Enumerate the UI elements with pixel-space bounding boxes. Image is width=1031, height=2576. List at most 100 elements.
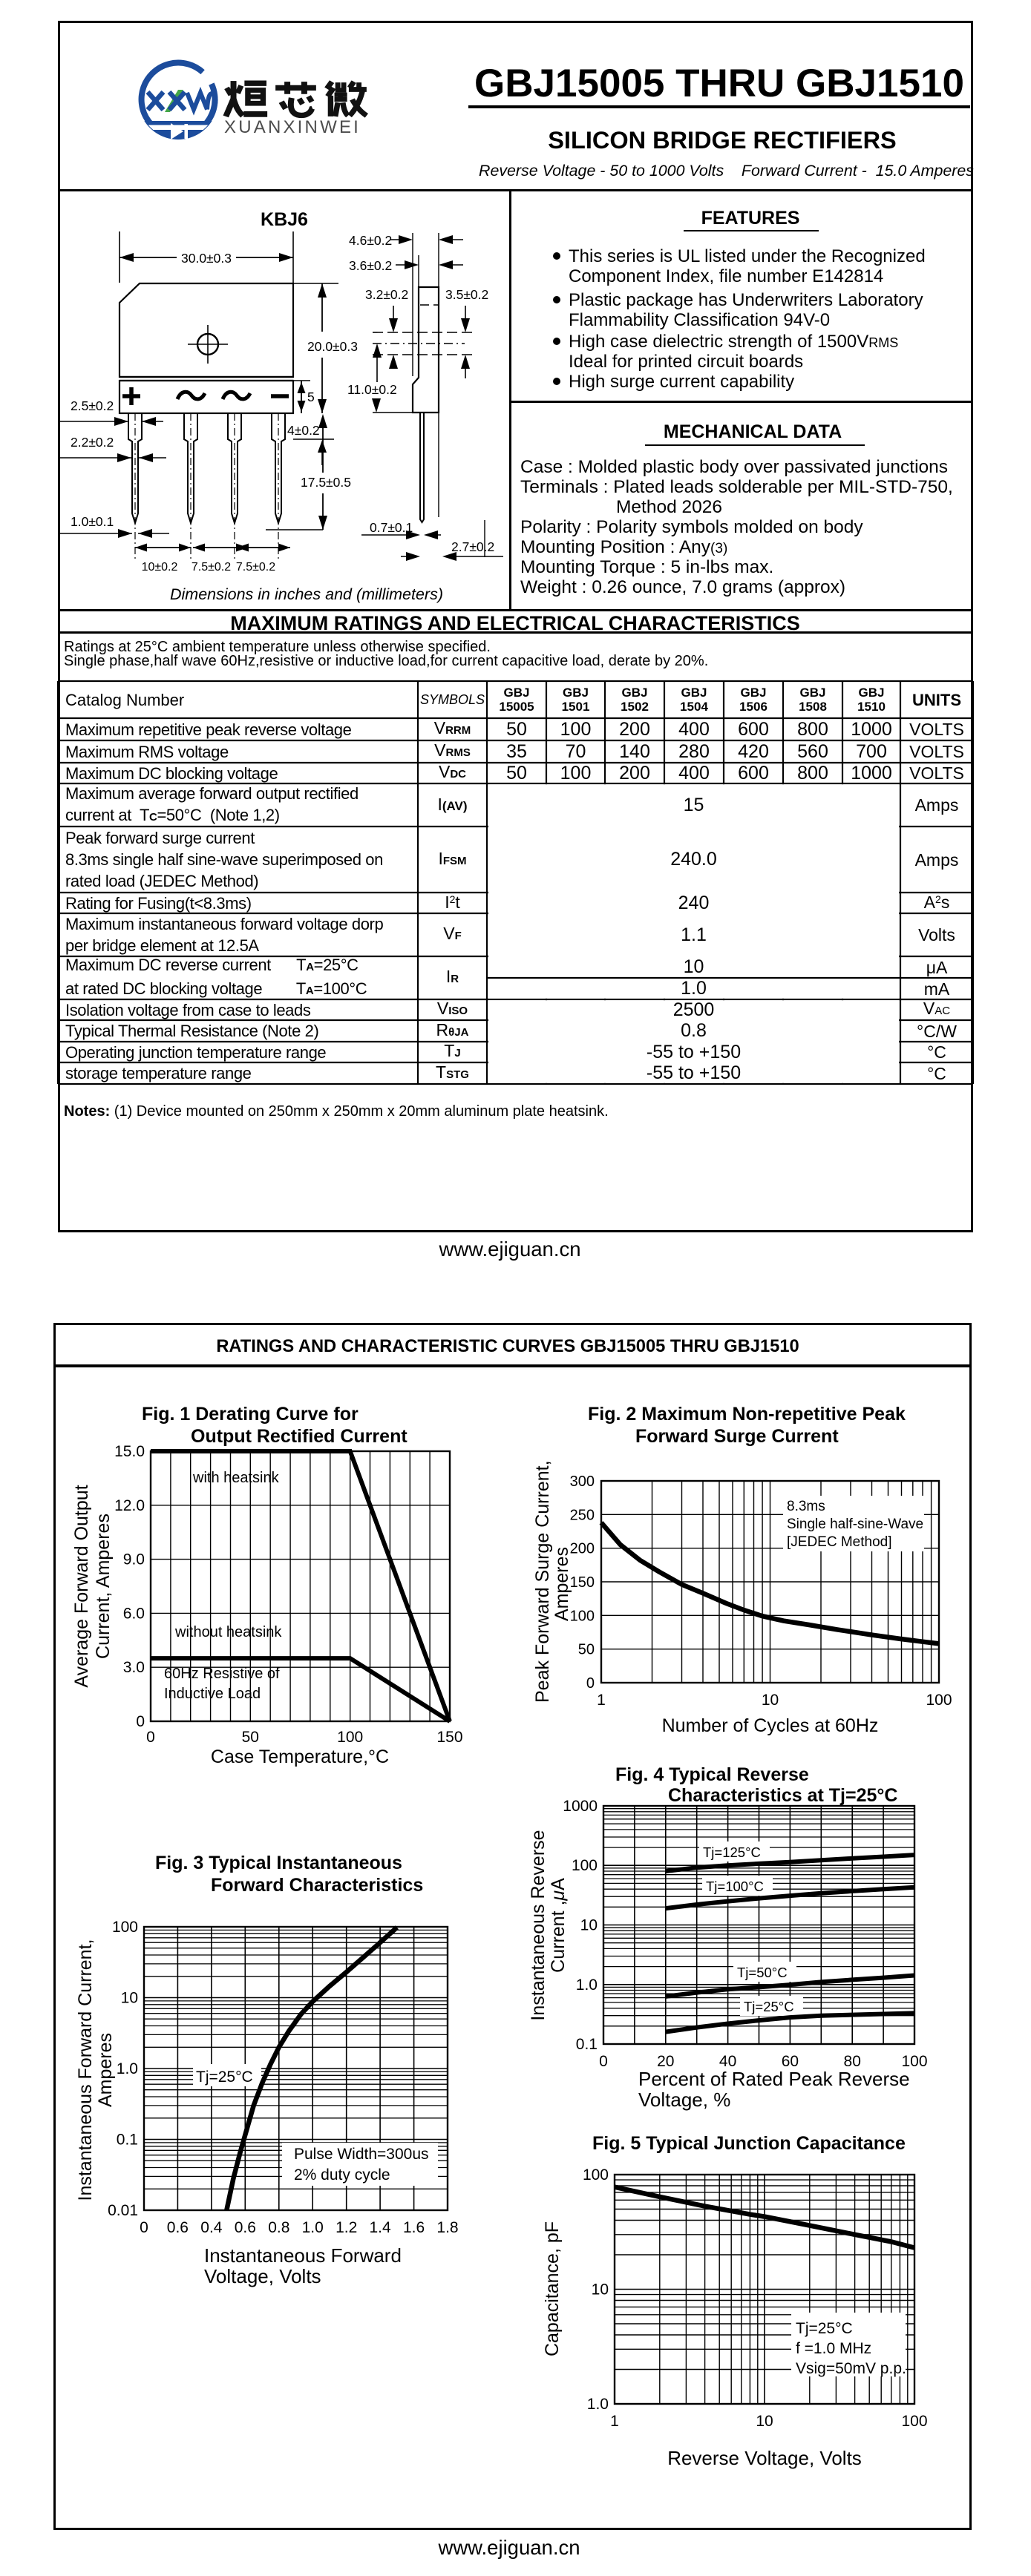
svg-text:20.0±0.3: 20.0±0.3 bbox=[307, 339, 358, 354]
svg-text:Forward Characteristics: Forward Characteristics bbox=[211, 1875, 423, 1896]
svg-text:20: 20 bbox=[657, 2053, 674, 2070]
svg-text:1.0: 1.0 bbox=[587, 2396, 609, 2413]
svg-text:Tj=25°C: Tj=25°C bbox=[796, 2320, 853, 2337]
svg-text:0.4: 0.4 bbox=[200, 2219, 223, 2236]
svg-text:Case Temperature,°C: Case Temperature,°C bbox=[211, 1747, 389, 1767]
svg-text:0.1: 0.1 bbox=[576, 2036, 598, 2053]
svg-text:1000: 1000 bbox=[563, 1798, 598, 1815]
svg-text:100: 100 bbox=[926, 1692, 952, 1709]
svg-text:[JEDEC Method]: [JEDEC Method] bbox=[787, 1534, 892, 1550]
svg-text:100: 100 bbox=[572, 1857, 598, 1874]
svg-text:1: 1 bbox=[610, 2413, 619, 2430]
svg-text:10: 10 bbox=[580, 1917, 598, 1934]
svg-text:50: 50 bbox=[242, 1729, 259, 1746]
svg-text:Tj=50°C: Tj=50°C bbox=[737, 1965, 788, 1980]
svg-text:80: 80 bbox=[844, 2053, 861, 2070]
svg-text:Dimensions in inches and (mill: Dimensions in inches and (millimeters) bbox=[170, 585, 443, 603]
svg-text:Number of Cycles at 60Hz: Number of Cycles at 60Hz bbox=[662, 1715, 879, 1736]
svg-text:Output Rectified Current: Output Rectified Current bbox=[191, 1426, 408, 1447]
svg-text:0.8: 0.8 bbox=[268, 2219, 289, 2236]
svg-text:0.7±0.1: 0.7±0.1 bbox=[370, 520, 413, 535]
svg-text:17.5±0.5: 17.5±0.5 bbox=[301, 475, 351, 490]
svg-text:Fig. 5 Typical Junction Capaci: Fig. 5 Typical Junction Capacitance bbox=[592, 2133, 906, 2154]
svg-text:4.6±0.2: 4.6±0.2 bbox=[349, 233, 392, 248]
svg-text:300: 300 bbox=[570, 1473, 595, 1490]
svg-text:1: 1 bbox=[597, 1692, 606, 1709]
svg-text:without heatsink: without heatsink bbox=[174, 1624, 282, 1640]
svg-text:100: 100 bbox=[583, 2166, 609, 2184]
svg-text:1.0: 1.0 bbox=[302, 2219, 324, 2236]
svg-text:Characteristics at Tj=25°C: Characteristics at Tj=25°C bbox=[668, 1785, 897, 1806]
svg-text:1.6: 1.6 bbox=[403, 2219, 425, 2236]
svg-text:Instantaneous Forward: Instantaneous Forward bbox=[204, 2244, 402, 2267]
svg-text:Forward Surge Current: Forward Surge Current bbox=[635, 1426, 839, 1447]
svg-text:100: 100 bbox=[901, 2413, 927, 2430]
svg-text:Voltage, Volts: Voltage, Volts bbox=[204, 2265, 321, 2287]
svg-text:7.5±0.2: 7.5±0.2 bbox=[192, 561, 231, 574]
svg-text:Percent of Rated Peak Reverse: Percent of Rated Peak Reverse bbox=[638, 2068, 910, 2090]
svg-text:100: 100 bbox=[901, 2053, 927, 2070]
svg-text:100: 100 bbox=[112, 1919, 138, 1936]
svg-text:Single half-sine-Wave: Single half-sine-Wave bbox=[787, 1517, 923, 1532]
svg-text:Voltage, %: Voltage, % bbox=[638, 2089, 730, 2111]
svg-text:Tj=100°C: Tj=100°C bbox=[706, 1879, 764, 1894]
svg-text:0: 0 bbox=[146, 1729, 155, 1746]
svg-text:200: 200 bbox=[570, 1541, 595, 1557]
svg-text:100: 100 bbox=[570, 1608, 595, 1624]
svg-text:15.0: 15.0 bbox=[114, 1443, 145, 1460]
svg-text:f =1.0 MHz: f =1.0 MHz bbox=[796, 2340, 871, 2357]
svg-text:2.5±0.2: 2.5±0.2 bbox=[71, 398, 114, 413]
svg-text:3.5±0.2: 3.5±0.2 bbox=[445, 287, 488, 302]
svg-text:Tj=25°C: Tj=25°C bbox=[744, 1999, 794, 2014]
svg-text:60Hz Resistive of: 60Hz Resistive of bbox=[164, 1666, 280, 1682]
svg-text:Tj=125°C: Tj=125°C bbox=[703, 1844, 761, 1860]
svg-text:1.2: 1.2 bbox=[336, 2219, 357, 2236]
svg-text:250: 250 bbox=[570, 1507, 595, 1523]
svg-text:150: 150 bbox=[570, 1574, 595, 1591]
svg-text:40: 40 bbox=[719, 2053, 736, 2070]
svg-text:12.0: 12.0 bbox=[114, 1497, 145, 1514]
svg-text:5: 5 bbox=[307, 390, 315, 404]
svg-text:60: 60 bbox=[782, 2053, 799, 2070]
svg-text:Fig. 1 Derating Curve for: Fig. 1 Derating Curve for bbox=[142, 1404, 359, 1425]
svg-text:0: 0 bbox=[136, 1713, 145, 1730]
svg-text:10: 10 bbox=[762, 1692, 779, 1709]
svg-text:11.0±0.2: 11.0±0.2 bbox=[347, 382, 397, 397]
svg-text:100: 100 bbox=[337, 1729, 363, 1746]
svg-text:0: 0 bbox=[140, 2219, 148, 2236]
svg-text:50: 50 bbox=[578, 1642, 595, 1658]
svg-text:3.6±0.2: 3.6±0.2 bbox=[349, 258, 392, 273]
svg-text:Fig. 2 Maximum Non-repetitive: Fig. 2 Maximum Non-repetitive Peak bbox=[588, 1404, 906, 1425]
svg-text:Pulse Width=300us: Pulse Width=300us bbox=[294, 2146, 429, 2163]
svg-text:Reverse Voltage, Volts: Reverse Voltage, Volts bbox=[667, 2447, 862, 2469]
svg-text:10: 10 bbox=[121, 1990, 138, 2007]
svg-text:Vsig=50mV p.p.: Vsig=50mV p.p. bbox=[796, 2360, 906, 2377]
svg-text:0: 0 bbox=[599, 2053, 608, 2070]
svg-text:150: 150 bbox=[436, 1729, 462, 1746]
svg-text:1.0: 1.0 bbox=[576, 1977, 598, 1994]
svg-text:6.0: 6.0 bbox=[123, 1605, 145, 1622]
svg-text:Inductive Load: Inductive Load bbox=[164, 1686, 261, 1702]
svg-text:10±0.2: 10±0.2 bbox=[142, 561, 178, 574]
svg-text:with heatsink: with heatsink bbox=[192, 1470, 280, 1486]
svg-text:1.0±0.1: 1.0±0.1 bbox=[71, 514, 114, 529]
svg-text:0: 0 bbox=[586, 1675, 595, 1692]
svg-text:Fig. 3 Typical Instantaneous: Fig. 3 Typical Instantaneous bbox=[155, 1853, 402, 1873]
svg-text:0.6: 0.6 bbox=[167, 2219, 189, 2236]
svg-text:1.4: 1.4 bbox=[369, 2219, 391, 2236]
svg-text:30.0±0.3: 30.0±0.3 bbox=[181, 251, 232, 266]
svg-text:1.0: 1.0 bbox=[117, 2060, 138, 2077]
svg-text:KBJ6: KBJ6 bbox=[261, 209, 308, 230]
svg-text:8.3ms: 8.3ms bbox=[787, 1499, 825, 1514]
svg-text:Tj=25°C: Tj=25°C bbox=[196, 2069, 253, 2086]
svg-text:2% duty cycle: 2% duty cycle bbox=[294, 2166, 390, 2184]
svg-text:10: 10 bbox=[756, 2413, 773, 2430]
svg-text:3.0: 3.0 bbox=[123, 1659, 145, 1676]
svg-text:9.0: 9.0 bbox=[123, 1551, 145, 1568]
svg-text:0.01: 0.01 bbox=[108, 2202, 138, 2219]
svg-text:1.8: 1.8 bbox=[436, 2219, 458, 2236]
svg-text:10: 10 bbox=[592, 2281, 609, 2299]
svg-text:2.7±0.2: 2.7±0.2 bbox=[451, 539, 494, 554]
svg-text:3.2±0.2: 3.2±0.2 bbox=[365, 287, 408, 302]
svg-text:2.2±0.2: 2.2±0.2 bbox=[71, 435, 114, 450]
